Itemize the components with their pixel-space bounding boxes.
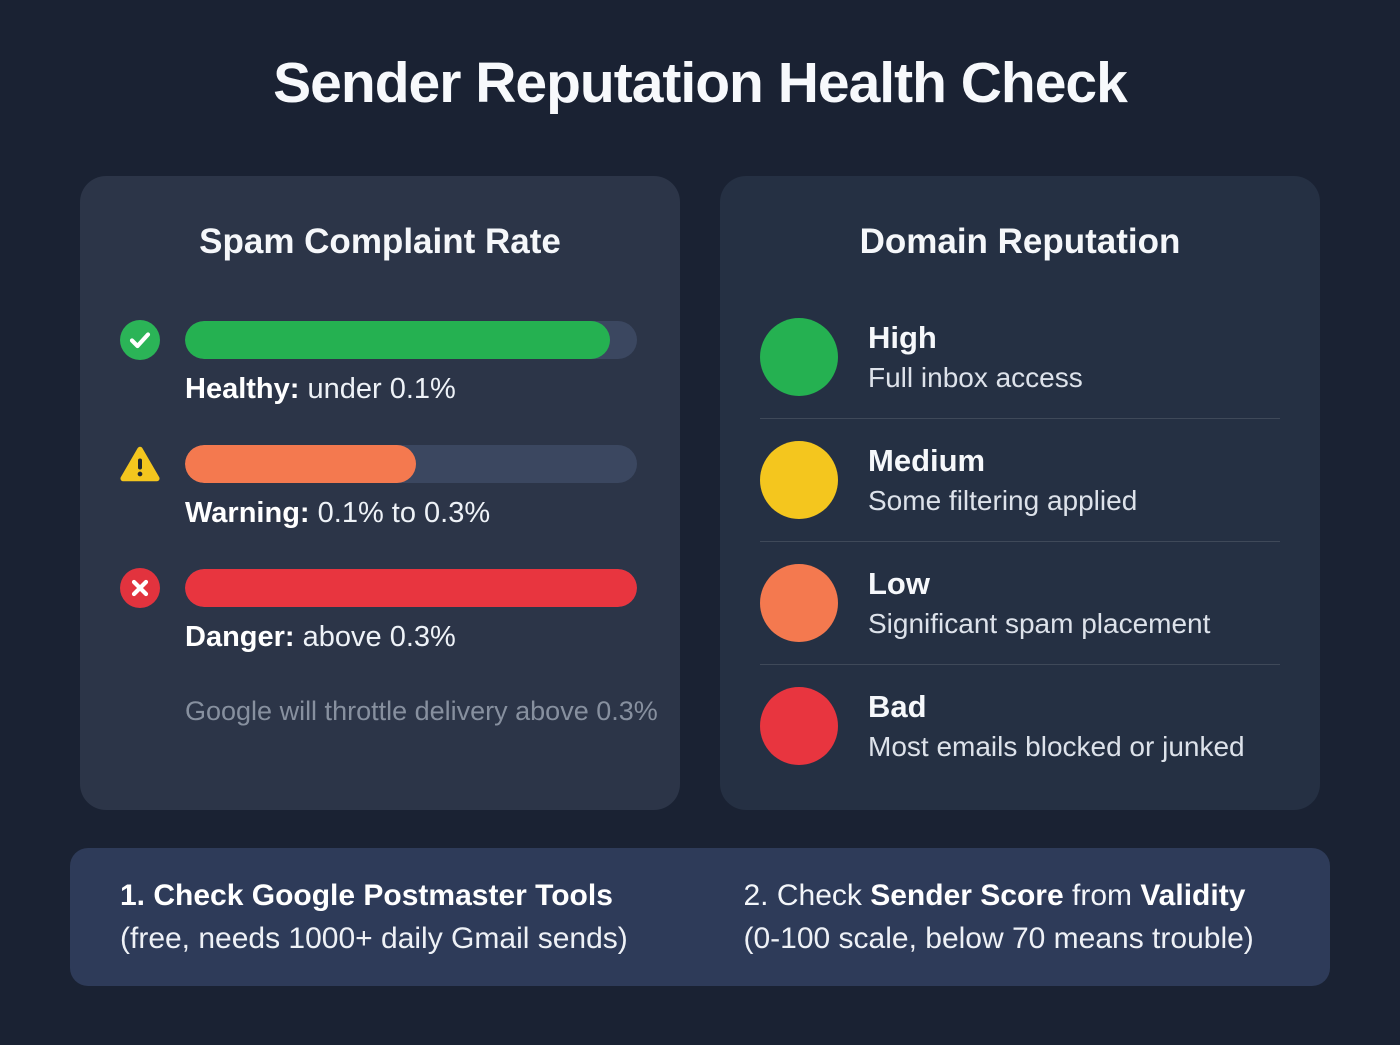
step2-bold-validity: Validity [1140, 878, 1246, 912]
bad-status-dot [760, 687, 838, 765]
spam-row-healthy: Healthy: under 0.1% [80, 320, 680, 406]
domain-row-medium: Medium Some filtering applied [760, 419, 1280, 541]
footer-step-2: 2. Check Sender Score from Validity (0-1… [707, 848, 1331, 986]
step1-bold: 1. Check Google Postmaster Tools [120, 878, 613, 912]
domain-card-heading: Domain Reputation [859, 222, 1181, 261]
x-circle-icon [120, 568, 160, 608]
spam-row-warning: Warning: 0.1% to 0.3% [80, 444, 680, 530]
warning-triangle-icon [120, 444, 160, 484]
warning-bar-row [80, 444, 680, 484]
step2-bold-sender-score: Sender Score [870, 878, 1064, 912]
danger-label: Danger: above 0.3% [185, 621, 680, 654]
bad-description: Most emails blocked or junked [868, 731, 1245, 762]
step1-line1: 1. Check Google Postmaster Tools [120, 879, 707, 913]
warning-label-rest: 0.1% to 0.3% [309, 497, 491, 529]
bad-text: Bad Most emails blocked or junked [868, 689, 1245, 763]
warning-bar-fill [185, 445, 416, 483]
healthy-label-bold: Healthy: [185, 373, 300, 405]
high-text: High Full inbox access [868, 320, 1083, 394]
footer-step-1: 1. Check Google Postmaster Tools (free, … [70, 848, 707, 986]
danger-label-rest: above 0.3% [294, 621, 456, 653]
high-description: Full inbox access [868, 362, 1083, 393]
step2-line1: 2. Check Sender Score from Validity [744, 879, 1331, 913]
low-status-dot [760, 564, 838, 642]
low-text: Low Significant spam placement [868, 566, 1210, 640]
healthy-label: Healthy: under 0.1% [185, 373, 680, 406]
domain-reputation-card: Domain Reputation High Full inbox access… [720, 176, 1320, 810]
spam-row-danger: Danger: above 0.3% [80, 568, 680, 654]
low-description: Significant spam placement [868, 608, 1211, 639]
throttle-note: Google will throttle delivery above 0.3% [185, 696, 658, 726]
high-status-dot [760, 318, 838, 396]
spam-rows: Healthy: under 0.1% Warning: 0. [80, 320, 680, 654]
healthy-bar-fill [185, 321, 610, 359]
spam-complaint-card: Spam Complaint Rate Healthy: under 0.1% [80, 176, 680, 810]
divider [760, 541, 1280, 542]
domain-row-bad: Bad Most emails blocked or junked [760, 665, 1280, 787]
step2-prefix: 2. Check [743, 878, 871, 912]
divider [760, 418, 1280, 419]
danger-bar-track [185, 569, 637, 607]
page-title: Sender Reputation Health Check [273, 51, 1128, 115]
danger-bar-row [80, 568, 680, 608]
domain-row-low: Low Significant spam placement [760, 542, 1280, 664]
step1-line2: (free, needs 1000+ daily Gmail sends) [120, 921, 628, 955]
healthy-bar-track [185, 321, 637, 359]
high-level-label: High [868, 320, 937, 355]
medium-level-label: Medium [868, 443, 986, 478]
medium-text: Medium Some filtering applied [868, 443, 1137, 517]
medium-description: Some filtering applied [868, 485, 1138, 516]
warning-label: Warning: 0.1% to 0.3% [185, 497, 680, 530]
step2-mid: from [1063, 878, 1141, 912]
domain-row-high: High Full inbox access [760, 296, 1280, 418]
spam-card-heading: Spam Complaint Rate [199, 222, 561, 261]
warning-label-bold: Warning: [185, 497, 310, 529]
healthy-bar-row [80, 320, 680, 360]
divider [760, 664, 1280, 665]
danger-label-bold: Danger: [185, 621, 295, 653]
medium-status-dot [760, 441, 838, 519]
check-circle-icon [120, 320, 160, 360]
warning-bar-track [185, 445, 637, 483]
danger-bar-fill [185, 569, 637, 607]
healthy-label-rest: under 0.1% [299, 373, 456, 405]
footer-bar: 1. Check Google Postmaster Tools (free, … [70, 848, 1330, 986]
step2-line2: (0-100 scale, below 70 means trouble) [743, 921, 1254, 955]
domain-rows: High Full inbox access Medium Some filte… [720, 296, 1320, 787]
bad-level-label: Bad [868, 689, 927, 724]
low-level-label: Low [868, 566, 930, 601]
